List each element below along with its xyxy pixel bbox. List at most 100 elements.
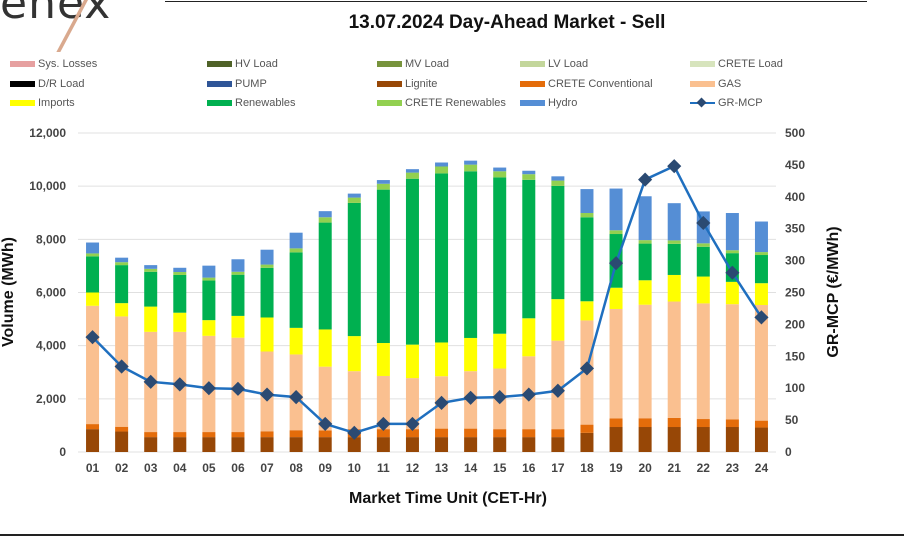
bar-imports-19: [609, 287, 623, 309]
bar-imports-17: [551, 299, 565, 341]
bar-crete-conventional-08: [289, 430, 303, 438]
bar-hydro-11: [376, 180, 390, 184]
gr-mcp-point-14: [463, 390, 478, 405]
y2-tick-label: 350: [785, 222, 805, 236]
bar-gas-24: [754, 304, 768, 421]
bar-hydro-24: [754, 221, 768, 253]
bar-imports-09: [318, 329, 332, 367]
bar-imports-03: [144, 306, 158, 332]
bar-renewables-12: [405, 178, 419, 345]
bar-gas-19: [609, 308, 623, 419]
bar-crete-conventional-19: [609, 418, 623, 428]
bar-hydro-05: [202, 265, 216, 278]
bar-imports-16: [522, 318, 536, 357]
bar-hydro-16: [522, 170, 536, 175]
bar-lignite-13: [435, 437, 449, 452]
x-axis-title: Market Time Unit (CET-Hr): [349, 490, 547, 507]
bar-gas-12: [405, 378, 419, 430]
bar-crete-renewables-06: [231, 271, 245, 275]
y-tick-label: 6,000: [36, 286, 66, 300]
legend-swatch: [690, 61, 715, 67]
bar-crete-conventional-22: [696, 419, 710, 428]
bar-crete-conventional-11: [376, 429, 390, 438]
bar-hydro-18: [580, 189, 594, 214]
bar-lignite-03: [144, 437, 158, 452]
y2-tick-label: 150: [785, 349, 805, 363]
bar-hydro-08: [289, 232, 303, 249]
y2-tick-label: 0: [785, 445, 792, 459]
bar-lignite-01: [86, 429, 100, 452]
gr-mcp-line: [91, 164, 763, 435]
bar-imports-13: [435, 342, 449, 377]
y-tick-label: 0: [59, 445, 66, 459]
legend-swatch: [520, 80, 545, 87]
gr-mcp-point-10: [347, 425, 362, 440]
bar-crete-renewables-07: [260, 264, 274, 268]
bar-crete-renewables-10: [347, 197, 361, 203]
legend-label: Renewables: [235, 97, 296, 109]
bar-crete-conventional-21: [667, 417, 681, 428]
bar-crete-conventional-15: [493, 429, 507, 438]
bar-hydro-01: [86, 242, 100, 254]
bar-crete-renewables-05: [202, 277, 216, 281]
bar-lignite-24: [754, 427, 768, 452]
bar-hydro-14: [464, 160, 478, 165]
bar-imports-04: [173, 312, 187, 332]
legend-label: LV Load: [548, 58, 589, 70]
bar-gas-10: [347, 371, 361, 430]
gr-mcp-point-16: [521, 387, 536, 402]
bar-renewables-07: [260, 267, 274, 318]
legend-swatch: [690, 80, 715, 87]
bar-crete-renewables-18: [580, 213, 594, 218]
bar-renewables-05: [202, 280, 216, 321]
bar-crete-conventional-17: [551, 429, 565, 438]
x-tick-label: 03: [144, 461, 158, 475]
bar-imports-08: [289, 327, 303, 355]
bar-crete-conventional-07: [260, 431, 274, 438]
x-tick-label: 06: [231, 461, 245, 475]
gr-mcp-point-07: [259, 387, 275, 402]
y2-tick-label: 50: [785, 413, 799, 427]
bar-imports-15: [493, 333, 507, 369]
bar-imports-24: [754, 283, 768, 305]
bar-imports-18: [580, 301, 594, 321]
legend-swatch: [207, 100, 232, 106]
chart-title: 13.07.2024 Day-Ahead Market - Sell: [348, 12, 666, 33]
bar-gas-22: [696, 303, 710, 420]
bar-crete-conventional-13: [435, 428, 449, 438]
y2-tick-label: 100: [785, 381, 805, 395]
bar-lignite-05: [202, 437, 216, 452]
y2-tick-label: 250: [785, 286, 805, 300]
y-tick-label: 8,000: [36, 232, 66, 246]
bar-crete-renewables-23: [725, 250, 739, 254]
bar-lignite-19: [609, 427, 623, 452]
legend-item-hv-load: HV Load: [207, 58, 278, 70]
x-tick-label: 12: [406, 461, 420, 475]
bar-renewables-04: [173, 274, 187, 313]
bar-lignite-09: [318, 437, 332, 452]
bar-renewables-24: [754, 255, 768, 284]
gr-mcp-point-05: [201, 381, 216, 396]
bar-crete-renewables-17: [551, 180, 565, 186]
legend-swatch: [10, 80, 35, 87]
x-tick-label: 24: [755, 461, 769, 475]
legend-label: HV Load: [235, 58, 278, 70]
y-tick-label: 12,000: [29, 126, 66, 140]
bar-renewables-15: [493, 177, 507, 334]
y2-tick-label: 450: [785, 158, 805, 172]
x-tick-label: 02: [115, 461, 129, 475]
y2-tick-label: 300: [785, 254, 805, 268]
bar-lignite-18: [580, 432, 594, 452]
bar-gas-09: [318, 366, 332, 431]
legend-item-lignite: Lignite: [377, 78, 437, 90]
legend-swatch: [10, 61, 35, 67]
legend-label: Imports: [38, 97, 75, 109]
legend-label: CRETE Conventional: [548, 77, 653, 90]
bar-renewables-06: [231, 274, 245, 316]
bar-hydro-17: [551, 176, 565, 181]
bar-crete-renewables-16: [522, 174, 536, 180]
bar-renewables-18: [580, 217, 594, 302]
x-tick-label: 07: [260, 461, 274, 475]
bar-lignite-16: [522, 437, 536, 452]
bar-crete-conventional-02: [115, 426, 129, 432]
